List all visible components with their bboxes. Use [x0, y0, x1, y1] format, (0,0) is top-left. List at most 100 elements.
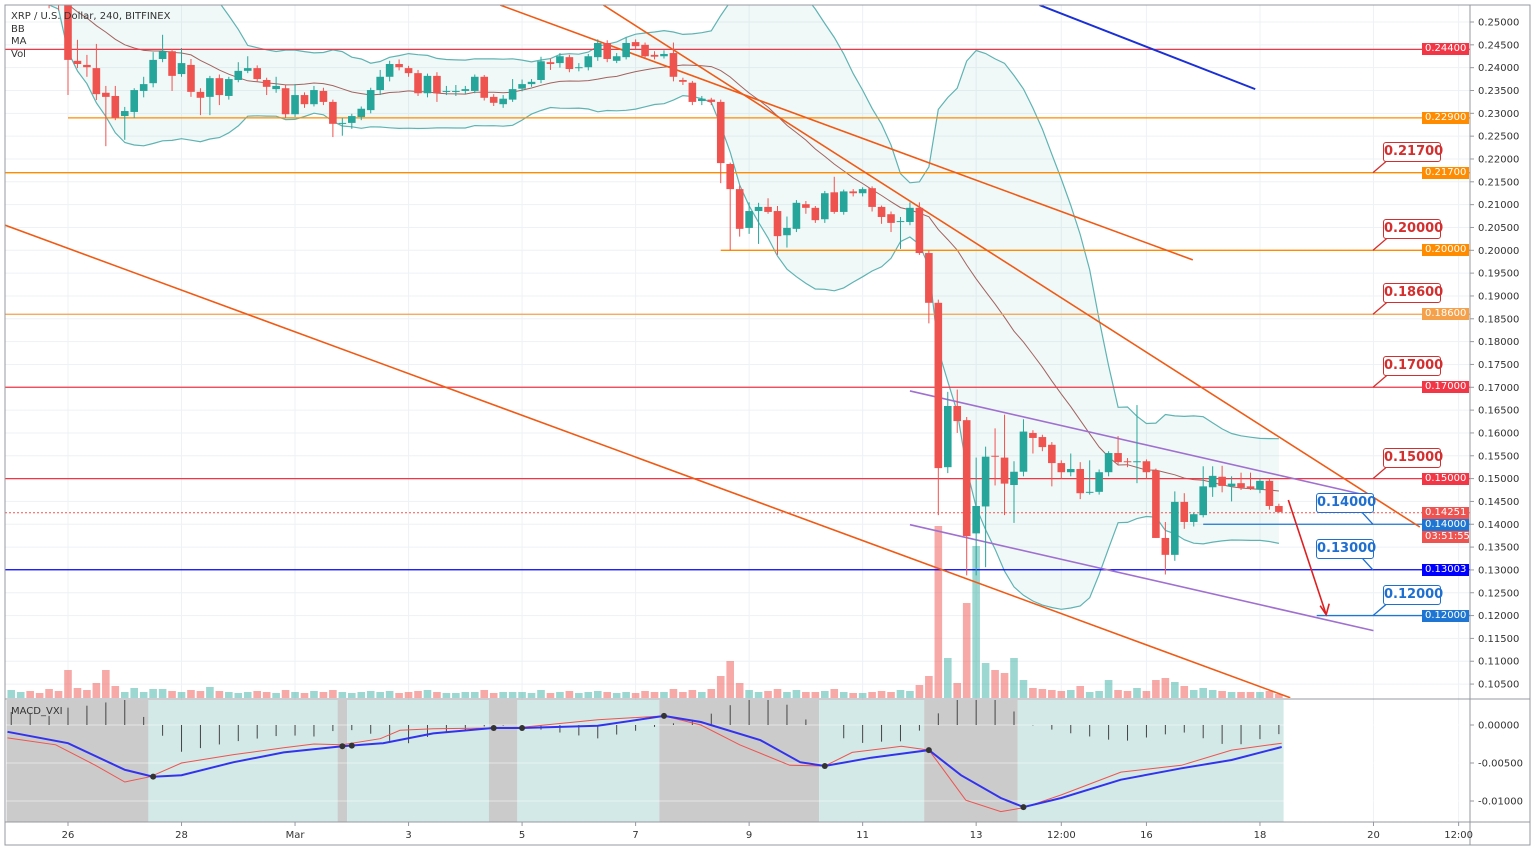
candle-body	[669, 53, 678, 77]
candle	[499, 95, 507, 108]
candle-body	[1076, 469, 1085, 494]
candle	[612, 53, 621, 64]
volume-bar	[243, 692, 252, 698]
candle-body	[1152, 470, 1160, 538]
price-callout[interactable]: 0.14000	[1316, 493, 1376, 514]
price-axis-label: 0.20000	[1478, 246, 1519, 257]
candle-body	[120, 111, 129, 117]
price-callout[interactable]: 0.12000	[1383, 584, 1443, 605]
macd-trend-region	[488, 700, 518, 822]
macd-cross-dot	[925, 747, 932, 754]
candle	[1180, 493, 1189, 529]
candle	[120, 106, 129, 140]
volume-bar	[688, 690, 697, 698]
volume-bar	[631, 693, 640, 698]
candle	[83, 54, 91, 77]
volume-bar	[1057, 691, 1066, 698]
candle	[168, 49, 176, 91]
candle-body	[1038, 437, 1047, 448]
candle-body	[225, 79, 233, 96]
volume-bar	[660, 692, 668, 698]
callout-pointer	[1372, 602, 1395, 617]
candle	[962, 416, 971, 576]
candle-body	[92, 68, 101, 95]
bollinger-upper	[220, 5, 1279, 440]
price-callout[interactable]: 0.18600	[1383, 283, 1443, 304]
candle-body	[215, 78, 224, 96]
candle-body	[830, 192, 839, 212]
candle-body	[1057, 463, 1066, 473]
volume-bar	[1029, 688, 1037, 698]
candle-body	[537, 61, 545, 80]
candle	[1057, 460, 1066, 479]
macd-panel-title[interactable]: MACD_VXI	[11, 706, 63, 717]
candle-body	[234, 70, 243, 80]
volume-bar	[735, 683, 744, 698]
candle-body	[319, 90, 328, 102]
candle	[1142, 459, 1151, 479]
candle-body	[310, 90, 318, 105]
candle-body	[679, 79, 687, 82]
price-level-label: 0.14000	[1422, 518, 1469, 531]
price-callout[interactable]: 0.20000	[1383, 219, 1443, 240]
volume-bar	[480, 690, 489, 698]
candle-body	[764, 206, 772, 212]
candle	[726, 162, 734, 251]
macd-pane	[5, 700, 1470, 822]
candle-body	[802, 204, 810, 208]
candle-body	[688, 82, 697, 102]
indicator-bb[interactable]: BB	[11, 23, 25, 35]
volume-bar	[593, 691, 602, 698]
macd-cross-dot	[821, 763, 828, 770]
candle-body	[849, 191, 857, 194]
volume-bar	[612, 693, 621, 698]
volume-bar	[1161, 678, 1170, 698]
price-callout[interactable]: 0.21700	[1383, 141, 1443, 162]
price-axis-label: 0.24000	[1478, 63, 1519, 74]
price-level-label: 0.18600	[1422, 308, 1469, 321]
price-callout[interactable]: 0.13000	[1316, 538, 1376, 559]
candle-body	[357, 108, 366, 117]
volume-bar	[64, 670, 72, 698]
volume-bar	[225, 692, 233, 698]
volume-bar	[575, 693, 583, 698]
price-callout[interactable]: 0.15000	[1383, 447, 1443, 468]
candle-body	[707, 99, 716, 102]
volume-bar	[745, 690, 753, 698]
volume-bar	[139, 692, 148, 698]
candle	[48, 5, 50, 9]
volume-bar	[92, 683, 101, 698]
price-callout[interactable]: 0.17000	[1383, 356, 1443, 377]
volume-bar	[158, 689, 167, 698]
volume-bar	[1171, 682, 1179, 698]
volume-bar	[1199, 688, 1207, 698]
price-axis-label: 0.13000	[1478, 565, 1519, 576]
candle	[802, 200, 810, 214]
volume-bar	[962, 603, 971, 698]
volume-bar	[385, 691, 394, 698]
candle-body	[593, 43, 602, 58]
candle	[7, 0, 15, 1]
price-axis-label: 0.19000	[1478, 291, 1519, 302]
indicator-ma[interactable]: MA	[11, 36, 27, 47]
candle	[300, 92, 309, 108]
candle-body	[546, 62, 555, 65]
macd-axis-label: 0.00000	[1478, 721, 1519, 732]
volume-bar	[433, 692, 441, 698]
volume-bar	[1256, 692, 1264, 698]
candle	[262, 77, 271, 96]
volume-bar	[972, 546, 980, 698]
volume-bar	[556, 692, 564, 698]
price-axis-label: 0.18500	[1478, 314, 1519, 325]
candle	[508, 79, 517, 102]
price-axis-label: 0.25000	[1478, 18, 1519, 29]
symbol-title[interactable]: XRP / U.S. Dollar, 240, BITFINEX	[11, 11, 171, 22]
candle	[253, 65, 261, 82]
price-level-label: 0.12000	[1422, 609, 1469, 622]
volume-bar	[849, 693, 857, 698]
candle-body	[1104, 453, 1113, 473]
indicator-vol[interactable]: Vol	[11, 48, 26, 60]
candle-body	[499, 98, 507, 105]
candle	[130, 88, 139, 118]
